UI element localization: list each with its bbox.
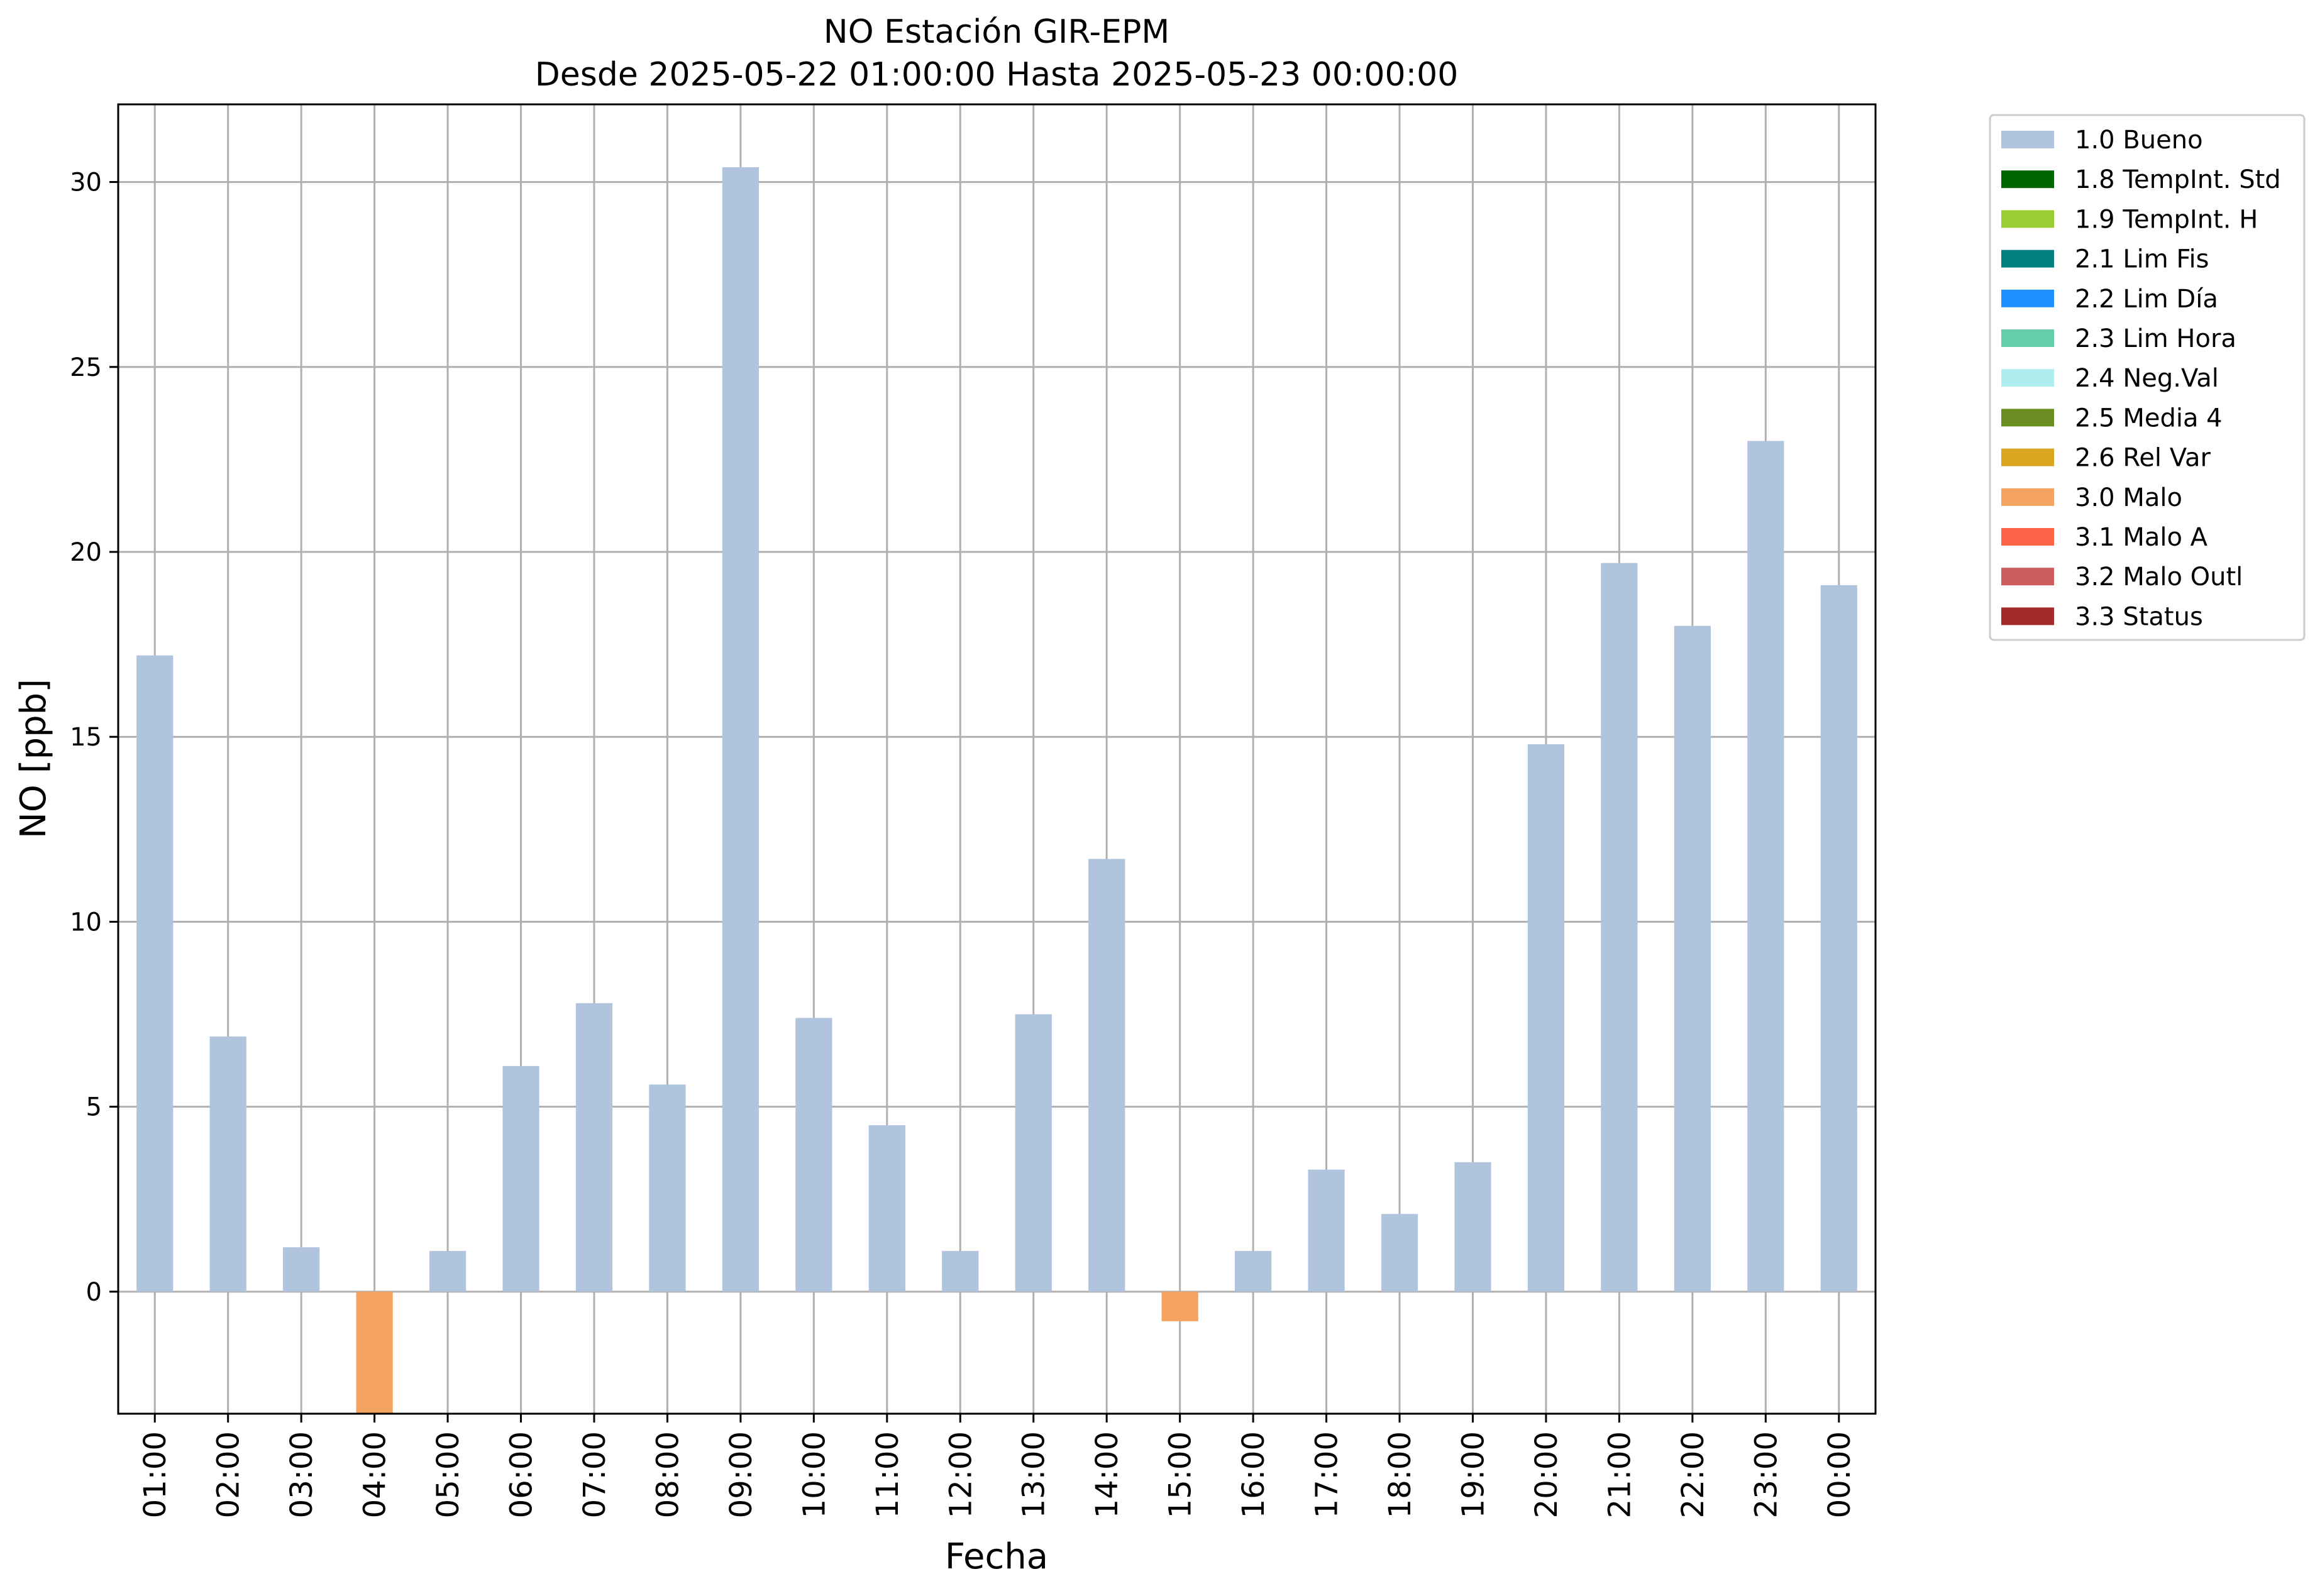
legend-label: 2.3 Lim Hora (2075, 324, 2236, 353)
y-axis-ticks: 0 5 10 15 20 25 30 (70, 168, 118, 1307)
bar-1000 (795, 1018, 832, 1292)
bar-0500 (429, 1251, 467, 1292)
bar-1500 (1161, 1291, 1198, 1321)
legend-label: 3.0 Malo (2075, 483, 2182, 512)
y-tick-label: 5 (86, 1093, 102, 1122)
x-tick-label: 00:00 (1822, 1431, 1857, 1518)
y-tick-label: 25 (70, 353, 102, 382)
x-tick-label: 10:00 (797, 1431, 832, 1518)
bar-0000 (1820, 585, 1857, 1292)
x-tick-label: 02:00 (211, 1431, 246, 1518)
bar-0800 (649, 1084, 686, 1292)
bar-2000 (1527, 744, 1565, 1292)
bar-2300 (1747, 441, 1784, 1292)
bar-2200 (1674, 625, 1711, 1292)
y-tick-label: 10 (70, 908, 102, 937)
x-tick-label: 23:00 (1749, 1431, 1784, 1518)
y-tick-label: 15 (70, 723, 102, 752)
legend-swatch (2001, 170, 2054, 189)
legend-swatch (2001, 448, 2054, 466)
legend-label: 1.8 TempInt. Std (2075, 165, 2281, 194)
x-tick-label: 06:00 (504, 1431, 539, 1518)
x-tick-label: 05:00 (431, 1431, 466, 1518)
x-tick-label: 11:00 (870, 1431, 905, 1518)
legend-frame (1989, 114, 2306, 641)
legend-label: 2.1 Lim Fis (2075, 245, 2209, 274)
x-tick-label: 04:00 (358, 1431, 393, 1518)
legend-label: 1.9 TempInt. H (2075, 205, 2258, 234)
chart-subtitle: Desde 2025-05-22 01:00:00 Hasta 2025-05-… (535, 56, 1459, 94)
legend-label: 3.2 Malo Outl (2075, 563, 2243, 592)
x-tick-label: 15:00 (1163, 1431, 1198, 1518)
x-tick-label: 13:00 (1017, 1431, 1052, 1518)
legend-swatch (2001, 568, 2054, 586)
bar-1100 (868, 1125, 905, 1292)
legend-label: 2.6 Rel Var (2075, 444, 2211, 473)
x-tick-label: 14:00 (1090, 1431, 1125, 1518)
x-tick-label: 19:00 (1456, 1431, 1491, 1518)
bar-0600 (502, 1065, 539, 1292)
bar-0200 (209, 1036, 246, 1292)
x-tick-label: 12:00 (943, 1431, 978, 1518)
bar-2100 (1601, 563, 1638, 1292)
bar-1800 (1381, 1214, 1418, 1292)
bar-1900 (1454, 1162, 1491, 1292)
y-tick-label: 30 (70, 168, 102, 197)
bar-0300 (283, 1247, 320, 1292)
legend-swatch (2001, 369, 2054, 387)
legend-label: 1.0 Bueno (2075, 126, 2203, 155)
legend-swatch (2001, 409, 2054, 427)
legend-label: 3.1 Malo A (2075, 523, 2208, 552)
bar-1300 (1015, 1014, 1052, 1292)
y-tick-label: 0 (86, 1278, 102, 1307)
legend-label: 2.5 Media 4 (2075, 404, 2223, 432)
y-tick-label: 20 (70, 538, 102, 567)
chart-title: NO Estación GIR-EPM (824, 13, 1169, 51)
bar-0400 (356, 1291, 393, 1414)
x-tick-label: 17:00 (1310, 1431, 1345, 1518)
bar-1400 (1088, 859, 1125, 1292)
x-tick-label: 09:00 (724, 1431, 759, 1518)
x-tick-label: 18:00 (1383, 1431, 1418, 1518)
x-tick-label: 16:00 (1236, 1431, 1271, 1518)
legend-swatch (2001, 250, 2054, 268)
legend-label: 3.3 Status (2075, 602, 2203, 631)
legend-swatch (2001, 528, 2054, 546)
legend-label: 2.4 Neg.Val (2075, 364, 2219, 393)
x-axis-ticks: 01:00 02:00 03:00 04:00 05:00 06:00 07:00 08:00… (138, 1414, 1857, 1518)
x-tick-label: 21:00 (1602, 1431, 1637, 1518)
bar-0100 (136, 655, 174, 1292)
bar-1200 (942, 1251, 979, 1292)
legend-swatch (2001, 329, 2054, 347)
x-tick-label: 03:00 (284, 1431, 319, 1518)
bar-1600 (1234, 1251, 1272, 1292)
plot-area-frame (117, 103, 1877, 1415)
y-axis-label: NO [ppb] (13, 679, 54, 839)
bar-0700 (575, 1003, 613, 1292)
x-tick-label: 01:00 (138, 1431, 173, 1518)
x-tick-label: 20:00 (1529, 1431, 1564, 1518)
x-tick-label: 22:00 (1676, 1431, 1711, 1518)
x-tick-label: 08:00 (650, 1431, 685, 1518)
bar-0900 (722, 167, 760, 1292)
x-tick-label: 07:00 (577, 1431, 612, 1518)
legend-swatch (2001, 210, 2054, 228)
legend: 1.0 Bueno 1.8 TempInt. Std 1.9 TempInt. H 2… (1989, 114, 2306, 641)
legend-swatch (2001, 131, 2054, 148)
legend-label: 2.2 Lim Día (2075, 285, 2218, 314)
bar-1700 (1308, 1169, 1345, 1292)
legend-swatch (2001, 488, 2054, 506)
legend-swatch (2001, 607, 2054, 625)
x-axis-label: Fecha (945, 1536, 1048, 1577)
bars (136, 167, 1857, 1414)
legend-swatch (2001, 289, 2054, 307)
